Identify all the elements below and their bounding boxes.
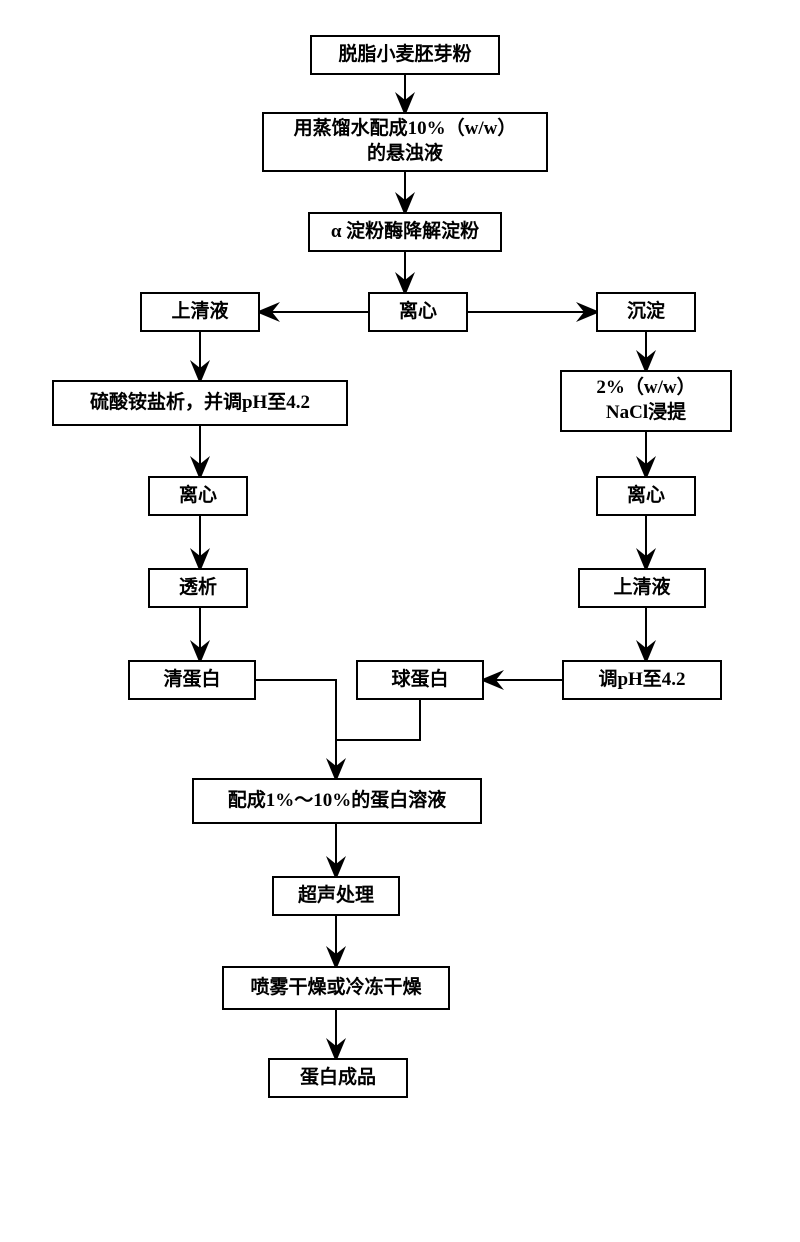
- flowchart-node-n13: 清蛋白: [128, 660, 256, 700]
- flowchart-node-n10: 离心: [596, 476, 696, 516]
- node-label: 蛋白成品: [300, 1066, 376, 1091]
- flowchart-node-n19: 蛋白成品: [268, 1058, 408, 1098]
- node-label: α 淀粉酶降解淀粉: [331, 220, 479, 245]
- flowchart-node-n18: 喷雾干燥或冷冻干燥: [222, 966, 450, 1010]
- flowchart-node-n15: 调pH至4.2: [562, 660, 722, 700]
- flowchart-node-n6: 沉淀: [596, 292, 696, 332]
- flowchart-node-n7: 硫酸铵盐析，并调pH至4.2: [52, 380, 348, 426]
- flowchart-node-n9: 离心: [148, 476, 248, 516]
- flowchart-arrows: [0, 0, 800, 1242]
- node-label: 脱脂小麦胚芽粉: [338, 43, 471, 68]
- node-label: 球蛋白: [391, 668, 448, 693]
- node-label: 离心: [399, 300, 437, 325]
- node-label: 配成1%～10%的蛋白溶液: [228, 789, 447, 814]
- flowchart-node-n12: 上清液: [578, 568, 706, 608]
- flowchart-node-n5: 离心: [368, 292, 468, 332]
- node-label: 离心: [179, 484, 217, 509]
- node-label: 调pH至4.2: [598, 668, 685, 693]
- flowchart-node-n8: 2%（w/w）NaCl浸提: [560, 370, 732, 432]
- flowchart-node-n3: α 淀粉酶降解淀粉: [308, 212, 502, 252]
- flowchart-node-n1: 脱脂小麦胚芽粉: [310, 35, 500, 75]
- node-label: 硫酸铵盐析，并调pH至4.2: [90, 391, 310, 416]
- flowchart-node-n17: 超声处理: [272, 876, 400, 916]
- node-label: 超声处理: [298, 884, 374, 909]
- arrow-15: [336, 700, 420, 740]
- node-label: 透析: [179, 576, 217, 601]
- arrow-14: [256, 680, 336, 778]
- node-label: 上清液: [613, 576, 670, 601]
- node-label: 上清液: [171, 300, 228, 325]
- node-label: 喷雾干燥或冷冻干燥: [250, 976, 421, 1001]
- flowchart-node-n11: 透析: [148, 568, 248, 608]
- node-label: 离心: [627, 484, 665, 509]
- flowchart-node-n16: 配成1%～10%的蛋白溶液: [192, 778, 482, 824]
- flowchart-node-n14: 球蛋白: [356, 660, 484, 700]
- node-label: 清蛋白: [163, 668, 220, 693]
- node-label: 2%（w/w）NaCl浸提: [596, 376, 695, 425]
- node-label: 用蒸馏水配成10%（w/w）的悬浊液: [294, 117, 517, 166]
- flowchart-node-n2: 用蒸馏水配成10%（w/w）的悬浊液: [262, 112, 548, 172]
- node-label: 沉淀: [627, 300, 665, 325]
- flowchart-node-n4: 上清液: [140, 292, 260, 332]
